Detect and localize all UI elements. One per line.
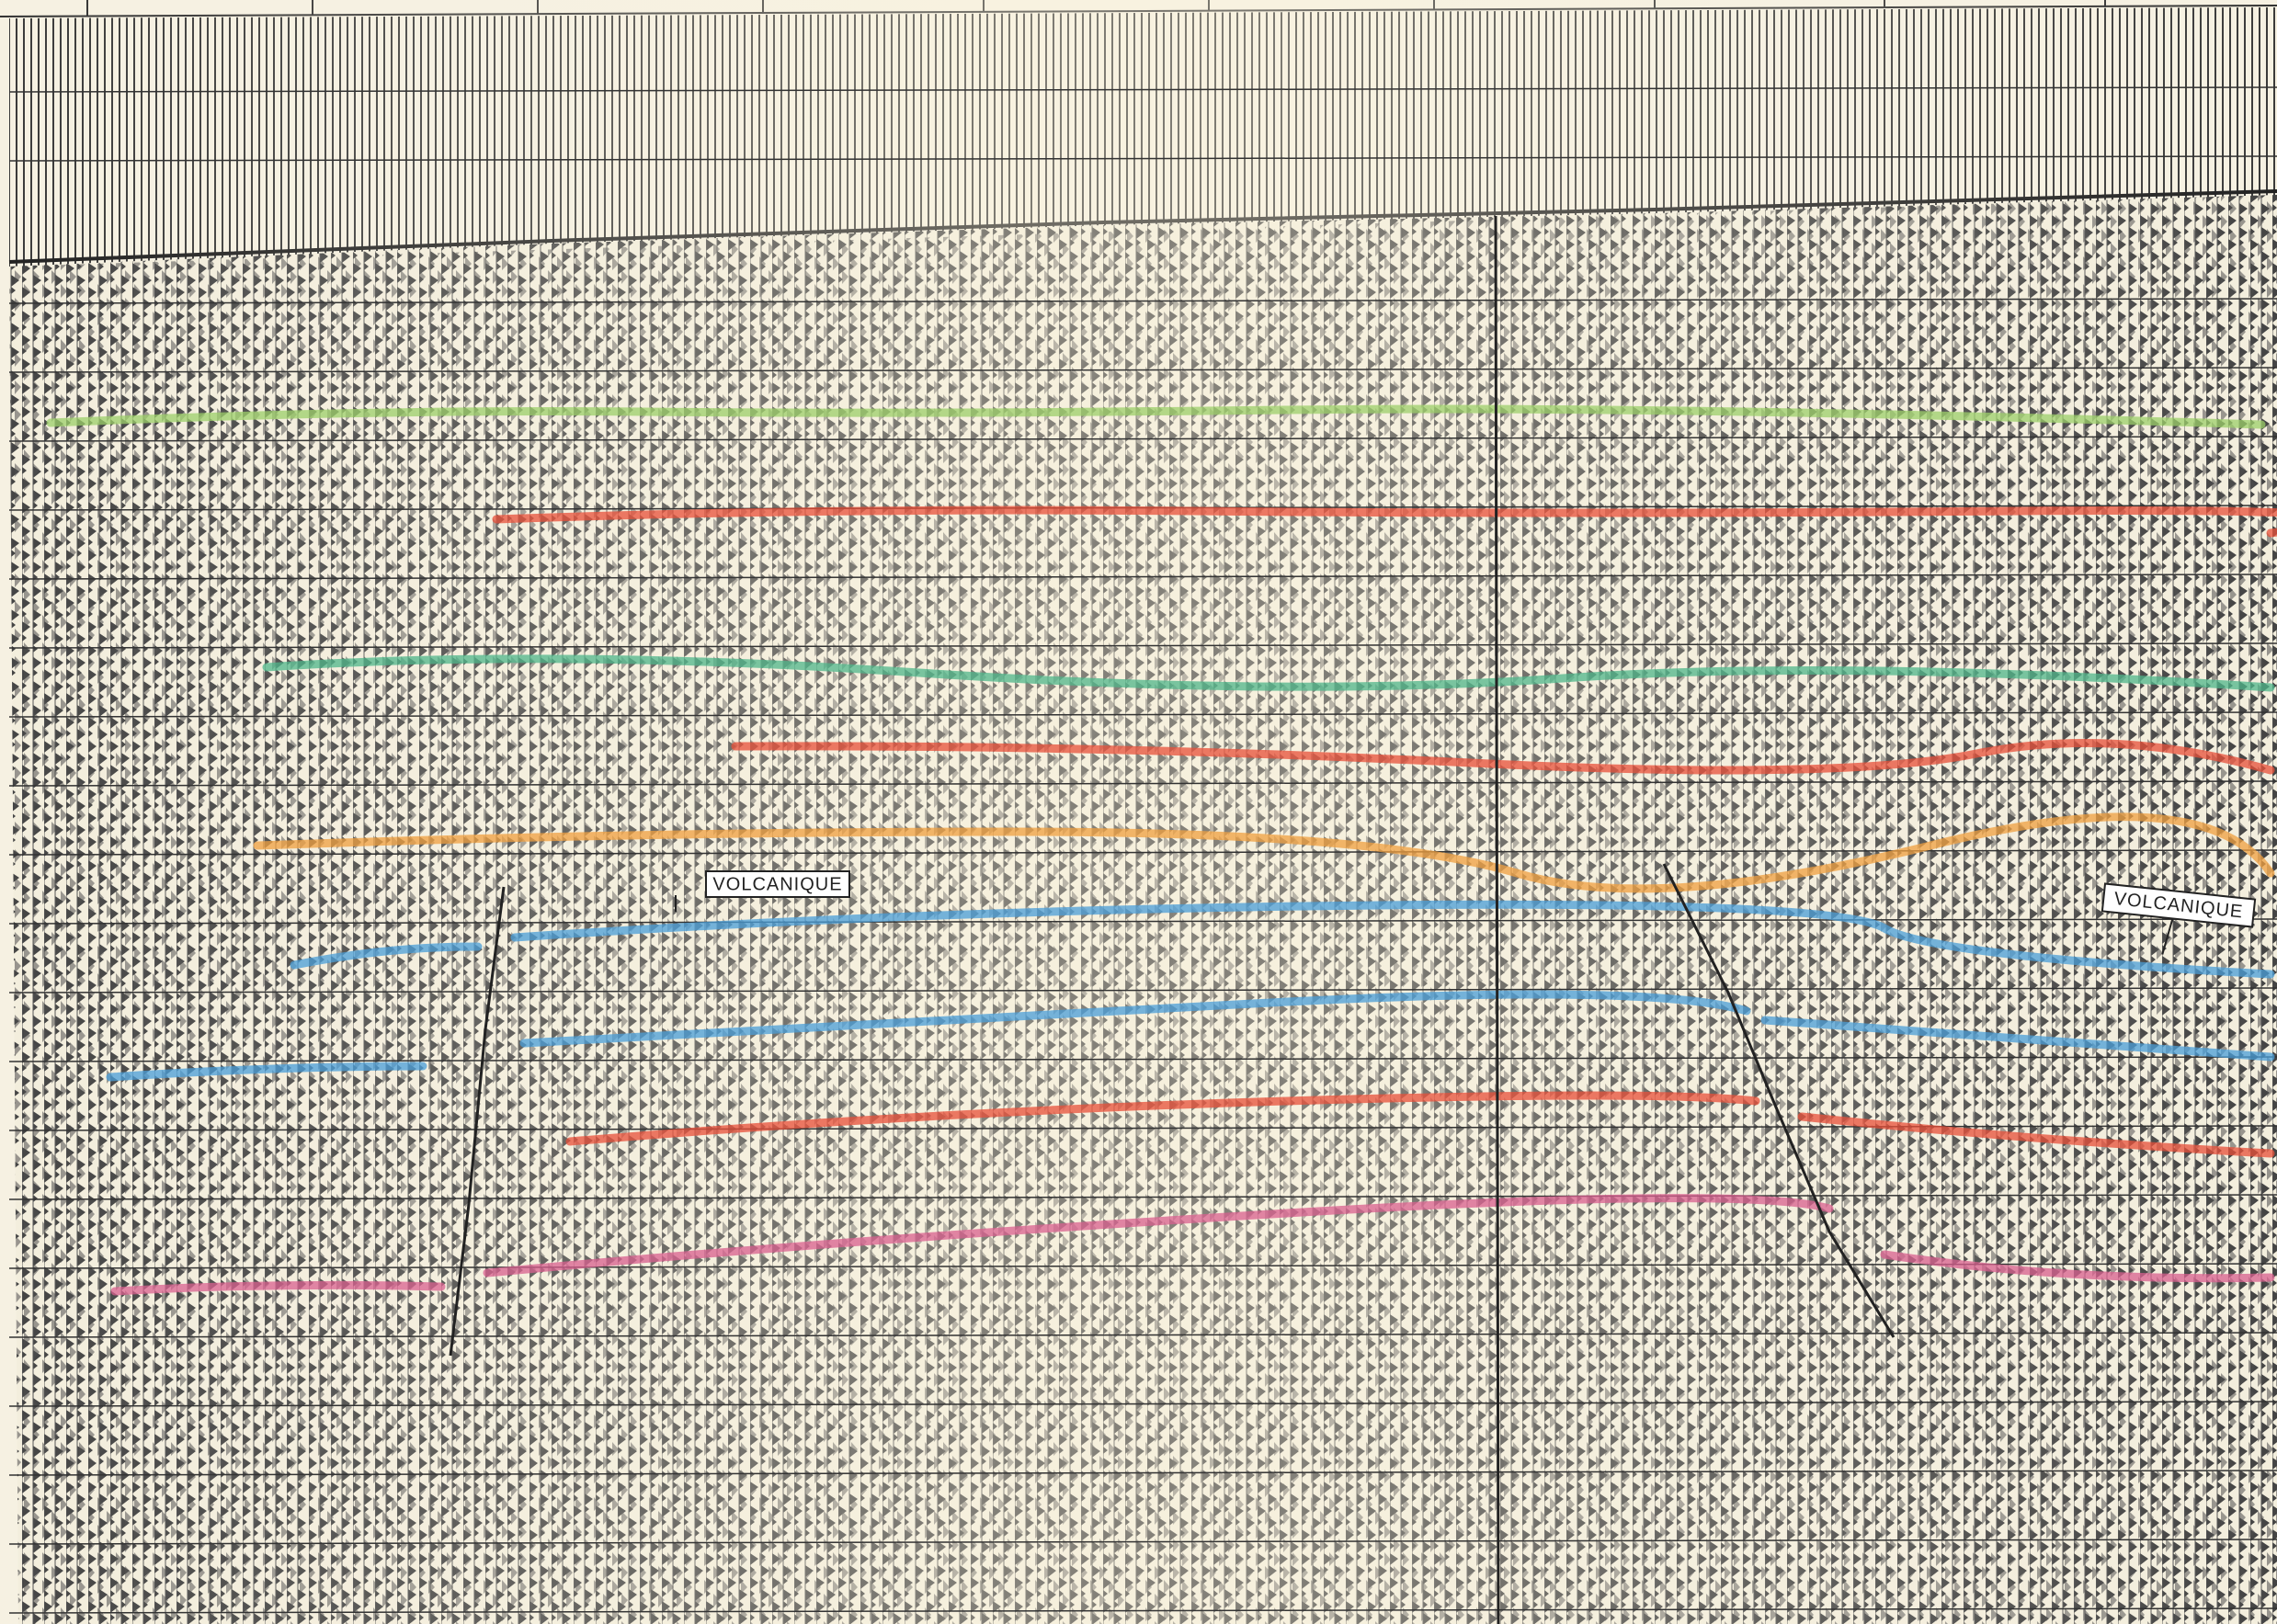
annotation-text: VOLCANIQUE: [712, 874, 842, 894]
horizon-red: [492, 505, 2277, 538]
fault-right: [1662, 863, 1896, 1338]
faults: [449, 215, 1896, 1624]
horizon-pink: [110, 1194, 2275, 1296]
vertical-marker: [1494, 215, 1500, 1624]
horizon-red-2: [731, 738, 2275, 775]
horizons: [46, 404, 2277, 1296]
fault-left: [449, 886, 506, 1357]
annotation-box: [705, 870, 850, 898]
annotation: VOLCANIQUE: [675, 870, 850, 912]
annotation-box: [2101, 882, 2257, 928]
timing-lines: [8, 86, 2277, 1614]
horizon-teal: [262, 654, 2275, 692]
horizon-blue: [290, 900, 2275, 979]
annotation-pointer: [2161, 918, 2174, 955]
horizon-red-3: [565, 1091, 2275, 1158]
horizon-green: [46, 404, 2266, 429]
horizon-orange: [253, 812, 2275, 893]
horizon-blue-2: [106, 990, 2275, 1082]
